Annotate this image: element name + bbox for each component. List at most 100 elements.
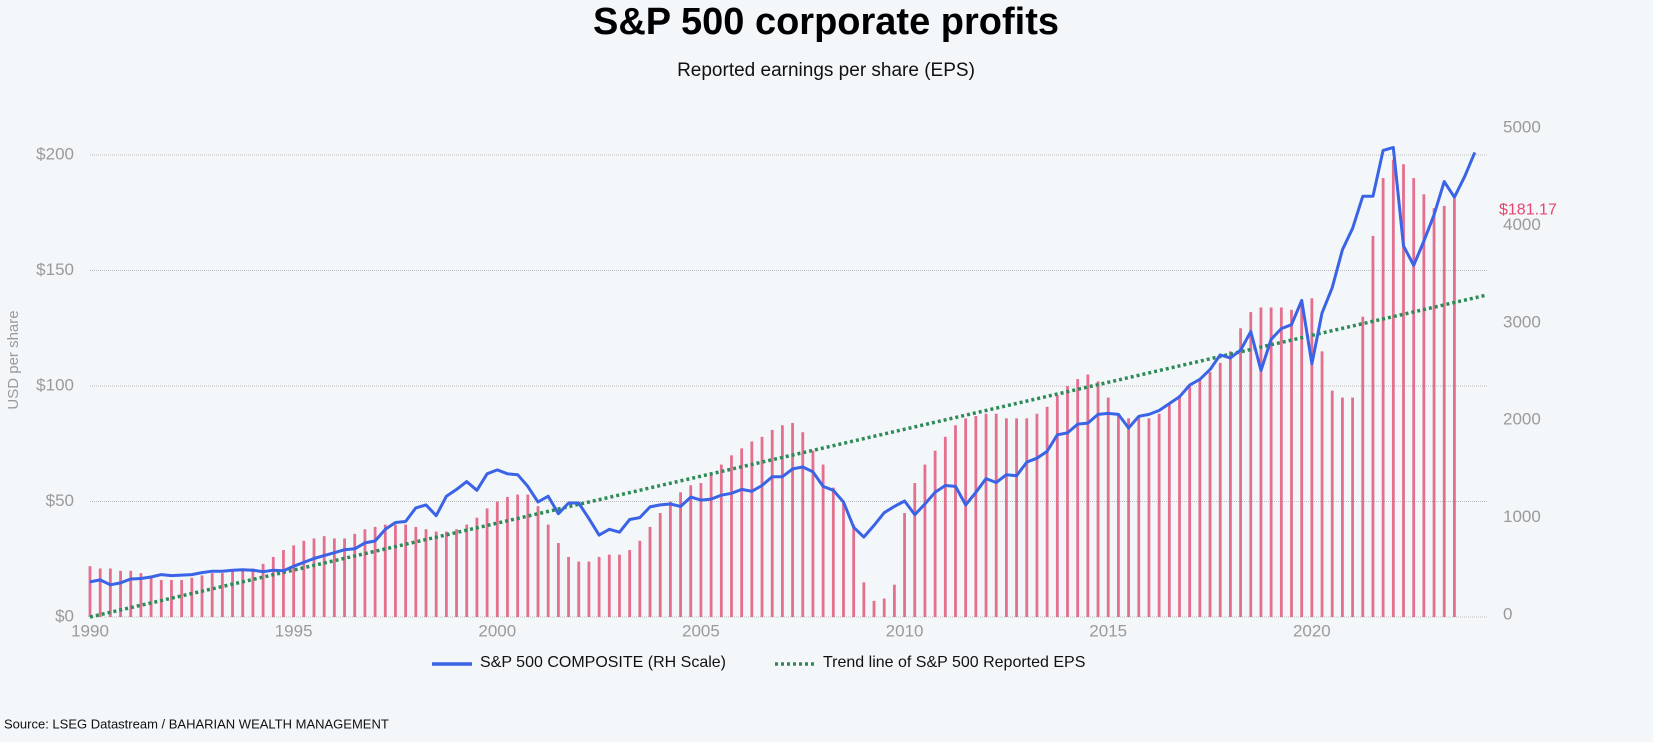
x-tick-label: 2020 — [1293, 621, 1331, 640]
bar — [190, 577, 194, 617]
bar — [1330, 390, 1334, 617]
bar — [251, 568, 255, 617]
y2-tick-label: 5000 — [1503, 117, 1541, 136]
bar — [943, 436, 947, 617]
bar — [220, 573, 224, 617]
bar — [1341, 397, 1344, 617]
bar — [852, 524, 856, 617]
bar — [1351, 397, 1354, 617]
bar — [862, 582, 866, 617]
bar — [811, 450, 815, 617]
bar — [567, 556, 570, 617]
bar — [1432, 208, 1436, 617]
bar — [495, 501, 499, 617]
bar — [1259, 307, 1263, 617]
bar — [322, 536, 326, 617]
bar — [180, 580, 184, 617]
bar — [1045, 406, 1049, 617]
bar — [689, 485, 693, 617]
bar — [200, 575, 204, 617]
bar — [424, 529, 428, 617]
bar — [1453, 198, 1456, 618]
bar — [740, 448, 744, 617]
bar — [903, 513, 906, 617]
bar — [353, 533, 357, 617]
bar — [668, 501, 672, 617]
bar — [363, 529, 367, 617]
bar — [1178, 395, 1181, 617]
bar — [1137, 416, 1141, 617]
bar — [1422, 194, 1426, 617]
bar — [1381, 178, 1385, 617]
bar — [231, 570, 234, 617]
bar — [648, 526, 652, 617]
bar — [159, 580, 163, 617]
bar — [750, 441, 754, 617]
bar — [546, 524, 550, 617]
bar — [536, 506, 540, 617]
bar — [994, 413, 998, 617]
legend-label: Trend line of S&P 500 Reported EPS — [823, 654, 1085, 671]
bar — [1402, 164, 1405, 617]
bar — [974, 416, 978, 617]
bar — [842, 501, 845, 617]
bar — [332, 538, 336, 617]
bar — [872, 600, 876, 617]
bar — [1239, 328, 1242, 617]
bar — [139, 573, 143, 617]
bar — [1117, 413, 1120, 617]
bar — [699, 483, 703, 617]
bar — [1361, 316, 1365, 617]
bar — [618, 554, 621, 617]
bar — [444, 531, 448, 617]
bar — [465, 524, 469, 617]
bar — [1269, 307, 1273, 617]
bar — [1076, 379, 1080, 617]
bar — [556, 543, 560, 617]
bar — [709, 473, 713, 617]
bar — [597, 556, 601, 617]
bar — [1300, 300, 1304, 617]
bar — [984, 413, 988, 617]
bar — [923, 464, 927, 617]
bar — [658, 513, 662, 617]
bar — [1096, 381, 1100, 617]
bar — [1310, 298, 1314, 617]
bar — [302, 540, 306, 617]
bar — [1167, 404, 1171, 617]
bar — [1320, 351, 1324, 617]
bar — [607, 554, 611, 617]
y-tick-label: $100 — [36, 375, 74, 394]
bar — [271, 556, 275, 617]
bar — [506, 496, 509, 617]
bar — [913, 483, 917, 617]
bar — [964, 418, 968, 617]
y-tick-label: $0 — [55, 606, 74, 625]
bar — [373, 526, 377, 617]
bar — [1371, 235, 1375, 618]
bar — [1218, 362, 1222, 617]
bar — [1086, 374, 1090, 617]
y-tick-label: $50 — [46, 491, 74, 510]
bar — [587, 561, 591, 617]
bar — [292, 545, 296, 617]
bar — [1290, 309, 1293, 617]
bar — [1157, 413, 1161, 617]
bar — [129, 570, 133, 617]
x-tick-label: 2005 — [682, 621, 720, 640]
bar — [892, 584, 896, 617]
annotation: $181.17 — [1499, 202, 1557, 219]
bar — [1055, 395, 1059, 617]
x-tick-label: 1995 — [275, 621, 313, 640]
x-tick-label: 2010 — [886, 621, 924, 640]
bar — [119, 570, 122, 617]
y-axis-label: USD per share — [5, 310, 22, 409]
legend-label: S&P 500 COMPOSITE (RH Scale) — [480, 654, 726, 671]
bar — [383, 524, 387, 617]
bar — [1147, 418, 1151, 617]
bar — [404, 524, 408, 617]
bar — [1004, 418, 1008, 617]
bar — [760, 436, 764, 617]
